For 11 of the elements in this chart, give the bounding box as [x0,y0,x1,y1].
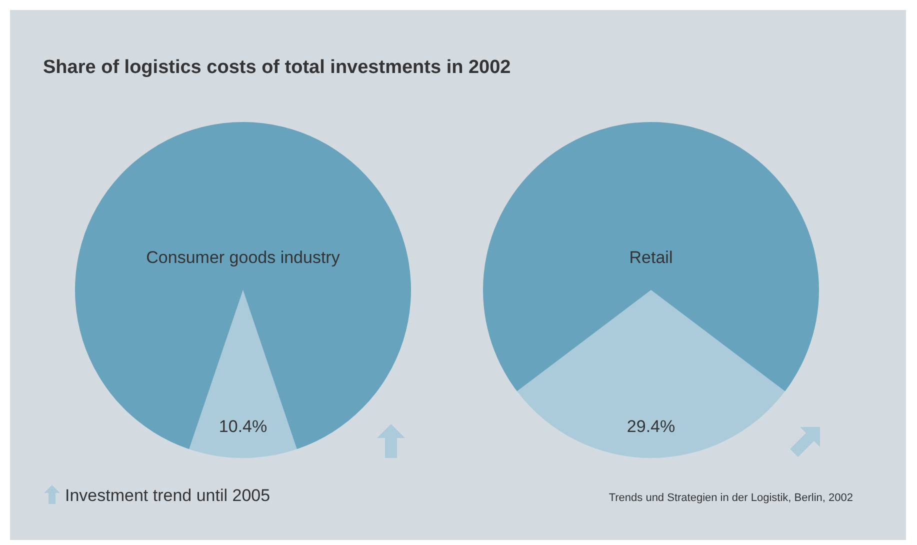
data-label: 10.4% [218,417,268,436]
text: Investment trend until 2005 [65,486,270,505]
text: Retail [629,248,673,267]
pie-slice [75,122,411,450]
pie-slice [483,122,819,392]
text: Trends und Strategien in der Logistik, Berlin, 2002 [608,492,853,504]
chart-title: Share of logistics costs of total investments in 2002 [43,57,511,78]
text: Consumer goods industry [146,248,340,267]
data-label: 29.4% [626,417,676,436]
pie-slice [516,290,786,458]
pie-slice [189,290,297,458]
